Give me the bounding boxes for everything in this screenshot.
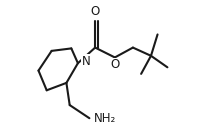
Text: O: O [110,58,119,71]
Text: O: O [91,5,100,18]
Text: N: N [82,55,91,68]
Text: NH₂: NH₂ [94,112,117,125]
